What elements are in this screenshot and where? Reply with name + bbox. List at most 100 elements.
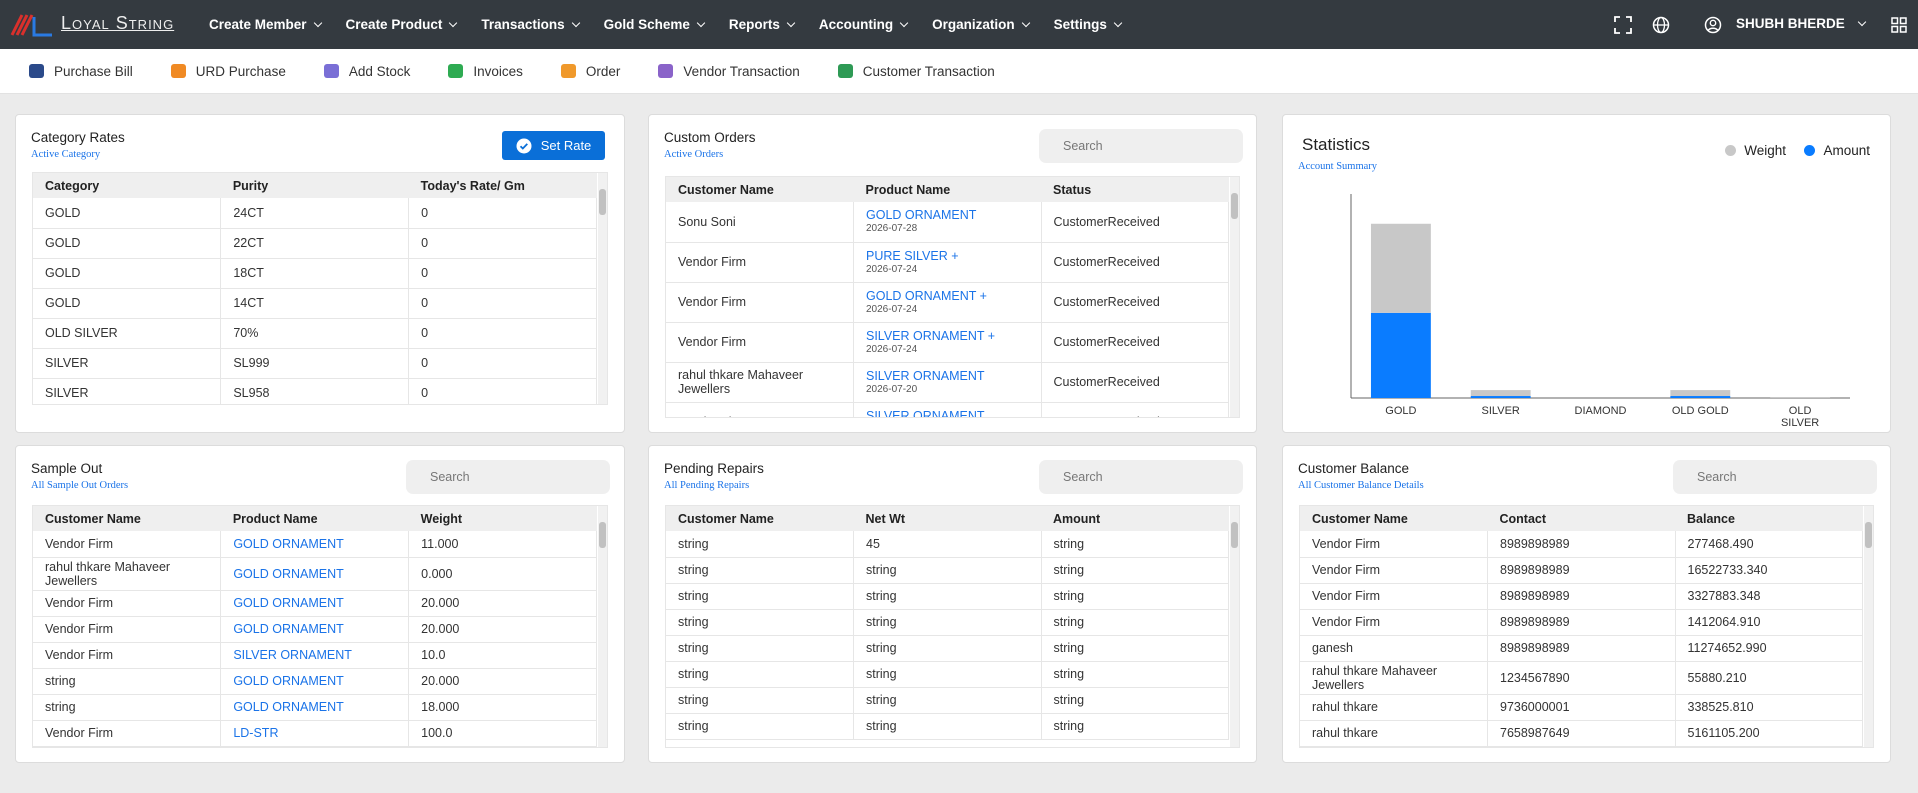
icon xyxy=(658,64,674,78)
sub-nav-item[interactable]: Customer Transaction xyxy=(837,63,995,79)
brand[interactable]: Loyal String xyxy=(61,13,175,33)
menu-item[interactable]: Settings xyxy=(1054,17,1121,32)
table-cell: 0.000 xyxy=(408,557,597,591)
cell-text: 11.000 xyxy=(421,536,459,551)
column-header: Customer Name xyxy=(666,506,854,531)
table-cell: string xyxy=(1041,687,1229,714)
user-icon[interactable] xyxy=(1704,16,1722,34)
table: Customer Name Product Name Status Sonu Soni… xyxy=(666,177,1229,418)
cell-text: string xyxy=(678,719,709,733)
product-name[interactable]: SILVER ORNAMENT xyxy=(866,368,985,383)
menu-item[interactable]: Gold Scheme xyxy=(604,17,704,32)
cell-text[interactable]: GOLD ORNAMENT xyxy=(233,596,344,610)
table-wrap: Customer Name Product Name Weight Vendor Fi… xyxy=(32,505,608,748)
x-tick-label: OLD GOLD xyxy=(1671,405,1729,417)
table-row: OLD SILVER 70% 0 xyxy=(33,318,597,349)
legend-label: Amount xyxy=(1823,143,1870,158)
icon xyxy=(837,64,853,78)
fullscreen-icon[interactable] xyxy=(1614,16,1632,34)
sub-nav-item[interactable]: Purchase Bill xyxy=(29,64,133,79)
table-cell: string xyxy=(853,661,1042,688)
cell-text: 1412064.910 xyxy=(1687,615,1761,629)
search-box[interactable]: Search xyxy=(1039,460,1243,494)
menu-item[interactable]: Accounting xyxy=(819,17,907,32)
table-row: Vendor Firm GOLD ORNAMENT +2026-07-24 Cust… xyxy=(666,282,1229,323)
product-name[interactable]: GOLD ORNAMENT + xyxy=(866,288,987,303)
cell-text[interactable]: GOLD ORNAMENT xyxy=(233,566,344,581)
table-cell: CustomerReceived xyxy=(1041,322,1229,363)
table-row: Vendor Firm GOLD ORNAMENT 20.000 xyxy=(33,590,597,617)
table-cell: 0 xyxy=(408,288,597,319)
cell-text[interactable]: GOLD ORNAMENT xyxy=(233,700,344,714)
cell-text[interactable]: GOLD ORNAMENT xyxy=(233,674,344,688)
table-cell: string xyxy=(853,583,1042,610)
column-header: Product Name xyxy=(220,506,409,531)
menu-item[interactable]: Organization xyxy=(932,17,1029,32)
cell-text[interactable]: LD-STR xyxy=(233,726,279,740)
card-title: Custom Orders xyxy=(664,130,756,145)
user-name[interactable]: SHUBH BHERDE xyxy=(1736,16,1865,31)
language-icon[interactable] xyxy=(1652,16,1670,34)
product-name[interactable]: SILVER ORNAMENT xyxy=(866,408,985,418)
cell-text: rahul thkare Mahaveer Jewellers xyxy=(1312,663,1438,692)
cell-text: string xyxy=(1053,693,1085,707)
card-subtitle[interactable]: Account Summary xyxy=(1298,161,1378,172)
table-cell: GOLD ORNAMENT 2026-07-28 xyxy=(853,202,1042,243)
table-row: string string string xyxy=(666,557,1229,584)
sub-nav-item[interactable]: Vendor Transaction xyxy=(658,64,800,79)
table-cell: string xyxy=(1041,609,1229,636)
sub-nav-item[interactable]: Add Stock xyxy=(323,64,410,79)
card-subtitle[interactable]: All Customer Balance Details xyxy=(1298,480,1424,491)
table-cell: GOLD xyxy=(33,228,222,259)
cell-text: 8989898989 xyxy=(1500,536,1570,551)
cell-text: string xyxy=(866,641,897,655)
sub-nav-item[interactable]: Invoices xyxy=(448,64,523,79)
search-box[interactable]: Search xyxy=(1673,460,1877,494)
scroll-thumb xyxy=(599,522,606,548)
cell-text: Vendor Firm xyxy=(45,536,114,551)
table-cell: Vendor Firm xyxy=(33,590,222,617)
header-row: Customer Name Net Wt Amount xyxy=(666,506,1229,531)
set-rate-button[interactable]: Set Rate xyxy=(502,131,605,160)
menu-item[interactable]: Create Member xyxy=(209,17,321,32)
table-cell: 55880.210 xyxy=(1675,661,1863,695)
table-cell: 24CT xyxy=(220,198,410,229)
sub-nav-label: URD Purchase xyxy=(195,63,286,79)
card-subtitle[interactable]: All Pending Repairs xyxy=(664,480,750,491)
table: Customer Name Product Name Weight Vendor Fi… xyxy=(33,506,597,747)
product-name[interactable]: PURE SILVER + xyxy=(866,248,959,263)
table-cell: GOLD xyxy=(33,198,222,229)
cell-text[interactable]: GOLD ORNAMENT xyxy=(233,536,344,551)
card-subtitle[interactable]: All Sample Out Orders xyxy=(31,480,129,491)
cell-text[interactable]: GOLD ORNAMENT xyxy=(233,622,344,636)
menu-item[interactable]: Create Product xyxy=(346,17,457,32)
sub-nav-item[interactable]: Order xyxy=(560,64,620,79)
search-box[interactable]: Search xyxy=(406,460,610,494)
card-subtitle[interactable]: Active Orders xyxy=(664,149,724,160)
cell-text: 70% xyxy=(233,326,259,340)
menu-item[interactable]: Transactions xyxy=(481,17,578,32)
card-subtitle[interactable]: Active Category xyxy=(31,149,101,160)
cell-text: 24CT xyxy=(233,205,264,220)
cell-text: 100.0 xyxy=(421,726,453,740)
table-cell: Vendor Firm xyxy=(666,242,854,283)
table-row: Vendor Firm SILVER ORNAMENT +2026-07-24 Cu… xyxy=(666,322,1229,363)
table-row: string string string xyxy=(666,661,1229,688)
cell-text: Vendor Firm xyxy=(1312,536,1381,551)
cell-text[interactable]: SILVER ORNAMENT xyxy=(233,648,352,662)
cell-text: Vendor Firm xyxy=(45,622,114,636)
column-header: Today's Rate/ Gm xyxy=(408,173,597,198)
table-row: Vendor Firm GOLD ORNAMENT 11.000 xyxy=(33,531,597,558)
table-cell: Vendor Firm xyxy=(1300,557,1488,584)
cell-text: Vendor Firm xyxy=(1312,589,1381,603)
cell-text: 8989898989 xyxy=(1500,589,1570,603)
menu-item[interactable]: Reports xyxy=(729,17,794,32)
product-name[interactable]: GOLD ORNAMENT xyxy=(866,208,977,223)
apps-icon[interactable] xyxy=(1891,17,1907,33)
sub-nav-item[interactable]: URD Purchase xyxy=(170,63,286,79)
product-name[interactable]: SILVER ORNAMENT + xyxy=(866,328,996,343)
sub-nav-label: Customer Transaction xyxy=(862,63,995,79)
cell-text: 16522733.340 xyxy=(1687,563,1768,577)
search-box[interactable]: Search xyxy=(1039,129,1243,163)
table-row: SILVER SL958 0 xyxy=(33,378,597,404)
